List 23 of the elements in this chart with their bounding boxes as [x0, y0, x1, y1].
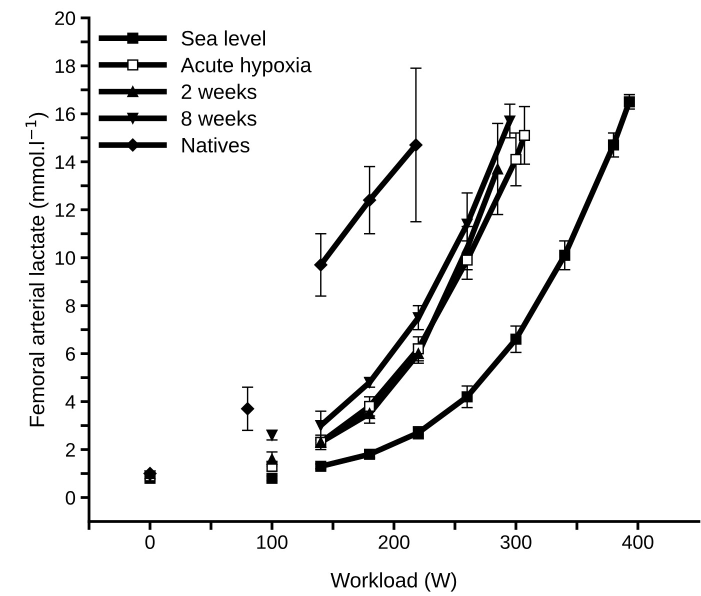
y-tick-label: 16 — [56, 107, 75, 122]
y-tick-label: 12 — [56, 203, 75, 217]
y-tick-label: 0 — [66, 490, 76, 505]
y-tick-label: 20 — [55, 11, 76, 26]
y-tick-label: 2 — [66, 443, 75, 457]
x-tick-label: 300 — [500, 535, 532, 549]
x-tick-label: 100 — [257, 535, 288, 549]
x-tick-label: 0 — [145, 535, 155, 549]
y-tick-label: 4 — [65, 395, 76, 409]
y-tick-label: 6 — [66, 347, 75, 361]
x-tick-label: 200 — [378, 535, 410, 549]
y-tick-label: 14 — [56, 155, 76, 169]
y-tick-label: 8 — [66, 299, 75, 313]
x-axis-title: Workload (W) — [330, 572, 456, 592]
y-axis-title: Femoral arterial lactate (mmol.l$^{−1}$) — [26, 112, 48, 426]
legend-label: 8 weeks — [182, 110, 256, 126]
y-tick-label: 18 — [56, 59, 75, 74]
legend-label: Acute hypoxia — [180, 57, 312, 77]
legend-label: 2 weeks — [182, 84, 256, 100]
y-tick-label: 10 — [56, 251, 76, 265]
legend-label: Sea level — [182, 30, 266, 46]
x-tick-label: 400 — [622, 535, 654, 549]
legend-label: Natives — [182, 137, 250, 153]
